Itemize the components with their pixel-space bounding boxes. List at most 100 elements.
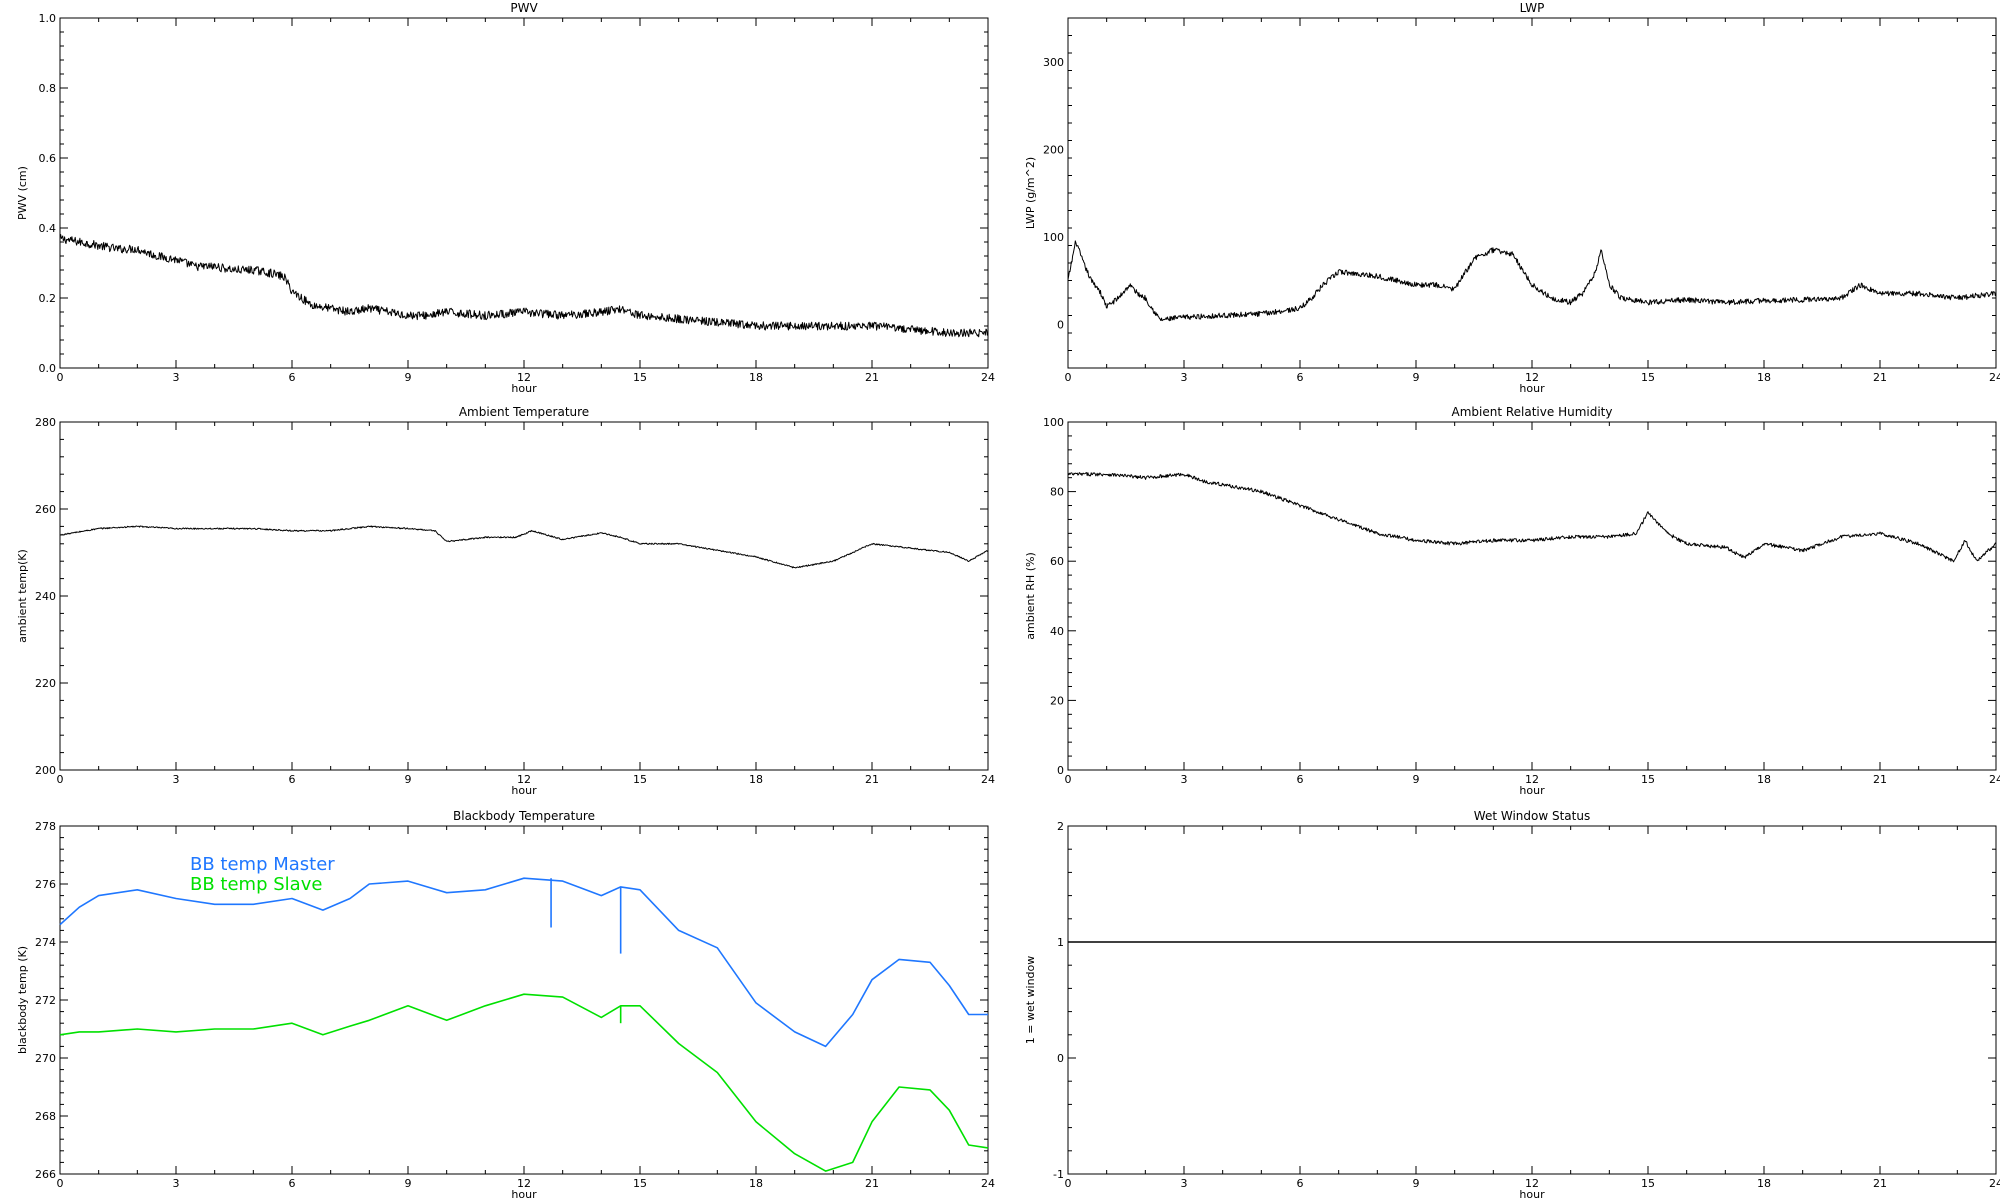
x-tick-label: 0	[1065, 371, 1072, 384]
x-tick-label: 9	[1413, 1177, 1420, 1190]
x-tick-label: 3	[1181, 773, 1188, 786]
series-line-1	[1067, 472, 1997, 563]
plot-frame	[1067, 825, 1997, 1175]
y-tick-label: 100	[1043, 231, 1064, 244]
x-tick-label: 9	[405, 371, 412, 384]
x-tick-label: 21	[865, 1177, 879, 1190]
plot-frame	[59, 421, 989, 771]
x-tick-label: 24	[981, 1177, 995, 1190]
y-tick-label: 60	[1050, 555, 1064, 568]
x-tick-label: 24	[981, 371, 995, 384]
y-tick-label: 0.8	[39, 82, 57, 95]
y-tick-label: 276	[35, 878, 56, 891]
y-tick-label: 80	[1050, 486, 1064, 499]
chart-title: Ambient Temperature	[459, 405, 589, 419]
y-tick-label: 260	[35, 503, 56, 516]
y-tick-label: 0.4	[39, 222, 57, 235]
x-tick-label: 24	[1989, 773, 2000, 786]
x-tick-label: 3	[173, 371, 180, 384]
x-tick-label: 18	[1757, 1177, 1771, 1190]
y-axis-label: ambient RH (%)	[1024, 552, 1037, 640]
y-tick-label: 272	[35, 994, 56, 1007]
x-tick-label: 21	[1873, 371, 1887, 384]
x-tick-label: 21	[1873, 773, 1887, 786]
y-axis-label: PWV (cm)	[16, 166, 29, 220]
x-tick-label: 24	[981, 773, 995, 786]
y-tick-label: 274	[35, 936, 56, 949]
x-axis-label: hour	[511, 784, 537, 797]
legend-entry: BB temp Master	[190, 854, 335, 875]
x-tick-label: 15	[633, 773, 647, 786]
x-tick-label: 24	[1989, 1177, 2000, 1190]
plot-frame	[1067, 17, 1997, 369]
x-axis-label: hour	[511, 1188, 537, 1200]
y-tick-label: 0.2	[39, 292, 57, 305]
x-tick-label: 3	[1181, 371, 1188, 384]
x-tick-label: 21	[865, 371, 879, 384]
x-tick-label: 12	[1525, 371, 1539, 384]
x-tick-label: 0	[1065, 773, 1072, 786]
x-tick-label: 21	[865, 773, 879, 786]
chart-title: Blackbody Temperature	[453, 809, 595, 823]
x-tick-label: 15	[1641, 773, 1655, 786]
y-tick-label: 278	[35, 820, 56, 833]
x-tick-label: 0	[57, 773, 64, 786]
y-axis-label: LWP (g/m^2)	[1024, 157, 1037, 229]
chart-title: Wet Window Status	[1474, 809, 1590, 823]
y-tick-label: 280	[35, 416, 56, 429]
x-axis-label: hour	[1519, 1188, 1545, 1200]
chart-title: Ambient Relative Humidity	[1452, 405, 1613, 419]
x-tick-label: 15	[1641, 1177, 1655, 1190]
x-tick-label: 24	[1989, 371, 2000, 384]
x-tick-label: 12	[517, 1177, 531, 1190]
y-tick-label: 300	[1043, 56, 1064, 69]
x-tick-label: 18	[749, 773, 763, 786]
y-tick-label: 20	[1050, 694, 1064, 707]
y-tick-label: 240	[35, 590, 56, 603]
x-axis-label: hour	[1519, 784, 1545, 797]
y-tick-label: 266	[35, 1168, 56, 1181]
x-tick-label: 15	[1641, 371, 1655, 384]
x-tick-label: 18	[1757, 371, 1771, 384]
x-tick-label: 6	[289, 773, 296, 786]
x-tick-label: 15	[633, 371, 647, 384]
y-tick-label: 1	[1057, 936, 1064, 949]
y-tick-label: 0	[1057, 318, 1064, 331]
legend-entry: BB temp Slave	[190, 874, 322, 895]
x-tick-label: 6	[1297, 773, 1304, 786]
series-line-1	[1067, 240, 1997, 322]
x-tick-label: 0	[57, 371, 64, 384]
y-tick-label: 40	[1050, 625, 1064, 638]
x-tick-label: 6	[289, 1177, 296, 1190]
x-tick-label: 12	[1525, 1177, 1539, 1190]
y-axis-label: ambient temp(K)	[16, 549, 29, 643]
x-axis-label: hour	[1519, 382, 1545, 395]
y-tick-label: 220	[35, 677, 56, 690]
x-tick-label: 9	[405, 1177, 412, 1190]
y-tick-label: 100	[1043, 416, 1064, 429]
x-tick-label: 21	[1873, 1177, 1887, 1190]
y-tick-label: -1	[1053, 1168, 1064, 1181]
series-line-1	[59, 525, 989, 569]
x-tick-label: 6	[1297, 1177, 1304, 1190]
y-tick-label: 200	[1043, 143, 1064, 156]
y-tick-label: 270	[35, 1052, 56, 1065]
x-tick-label: 3	[173, 773, 180, 786]
series-line-1	[59, 234, 989, 338]
y-tick-label: 1.0	[39, 12, 57, 25]
x-tick-label: 12	[517, 773, 531, 786]
y-tick-label: 0.0	[39, 362, 57, 375]
y-axis-label: blackbody temp (K)	[16, 946, 29, 1054]
x-tick-label: 18	[749, 371, 763, 384]
x-tick-label: 9	[405, 773, 412, 786]
x-tick-label: 0	[1065, 1177, 1072, 1190]
y-tick-label: 200	[35, 764, 56, 777]
chart-title: LWP	[1520, 1, 1545, 15]
x-tick-label: 18	[749, 1177, 763, 1190]
plot-frame	[1067, 421, 1997, 771]
y-tick-label: 0	[1057, 1052, 1064, 1065]
y-tick-label: 268	[35, 1110, 56, 1123]
x-tick-label: 3	[1181, 1177, 1188, 1190]
x-axis-label: hour	[511, 382, 537, 395]
